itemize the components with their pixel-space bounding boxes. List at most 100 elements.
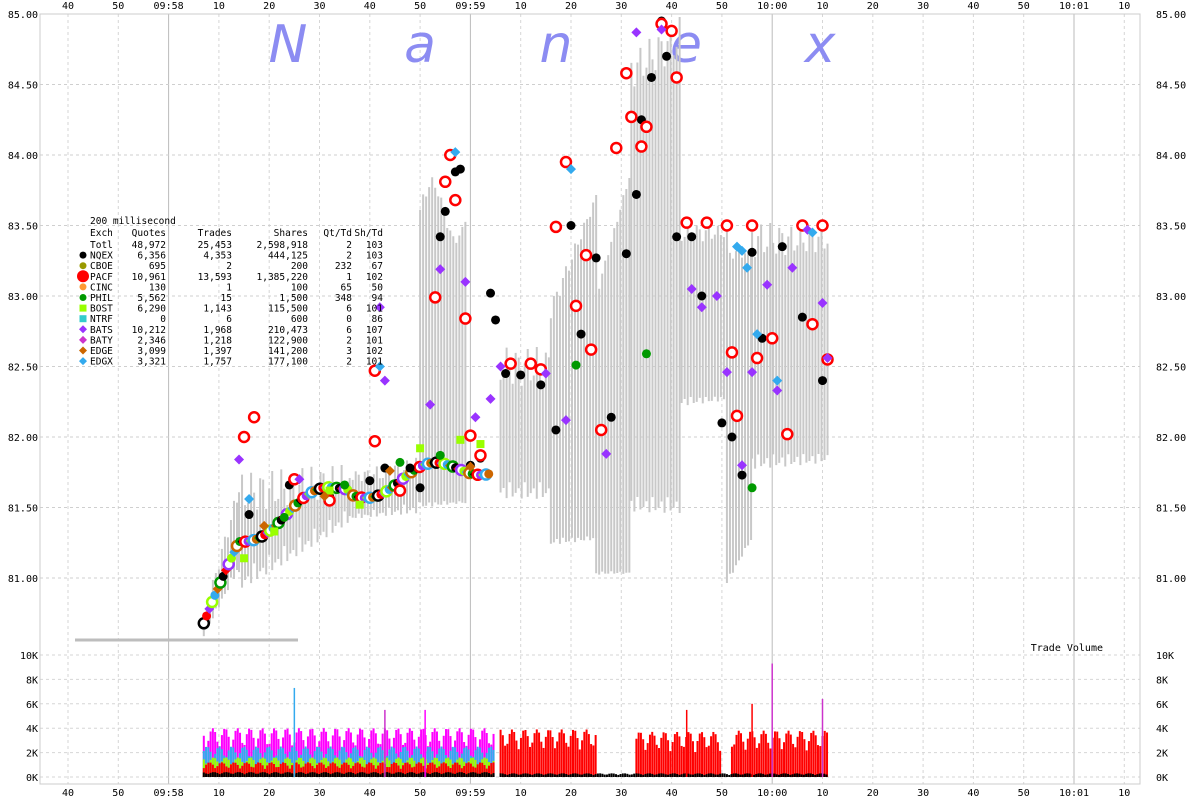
- y-tick-right: 82.50: [1156, 363, 1186, 374]
- legend-cell: 101: [366, 357, 383, 368]
- price-point-nqex: [818, 376, 827, 386]
- x-tick-top: 09:58: [154, 1, 184, 12]
- price-point-nqex: [727, 432, 737, 442]
- price-point: [202, 611, 212, 621]
- y-tick-left: 81.00: [8, 574, 38, 585]
- price-point-nqex: [551, 425, 561, 435]
- x-tick-bottom: 09:59: [455, 788, 485, 799]
- legend-cell: EDGE: [90, 346, 113, 357]
- x-tick-top: 30: [313, 1, 325, 12]
- price-point-pacf: [750, 351, 764, 365]
- legend-cell: PHIL: [90, 293, 113, 304]
- price-point-nqex: [491, 315, 501, 325]
- price-point-bats: [747, 367, 758, 378]
- price-point-pacf: [720, 219, 734, 232]
- spread-band: [75, 17, 829, 642]
- legend-cell: 2: [346, 240, 352, 251]
- price-point-bats: [379, 375, 390, 386]
- volume-tick-right: 0K: [1156, 773, 1168, 784]
- x-tick-top: 09:59: [455, 1, 485, 12]
- price-point-phil: [435, 450, 445, 460]
- price-point-edge: [319, 491, 330, 502]
- price-point-nqex: [606, 412, 616, 422]
- legend-cell: 25,453: [198, 240, 232, 251]
- legend-cell: 13,593: [198, 272, 232, 283]
- price-point-nqex: [566, 221, 576, 230]
- price-point-bats: [540, 368, 551, 379]
- price-point-bats: [425, 399, 436, 410]
- legend-cell: 6,356: [137, 251, 166, 262]
- volume-tick-right: 2K: [1156, 749, 1168, 760]
- price-point-pacf: [393, 484, 407, 497]
- price-point-pacf: [700, 216, 714, 229]
- legend-cell: 200: [291, 261, 308, 272]
- price-point-pacf: [816, 219, 829, 232]
- price-point-pacf: [439, 175, 452, 189]
- legend-cell: 107: [366, 325, 383, 336]
- volume-tick-left: 6K: [26, 700, 38, 711]
- price-point-edgx: [742, 262, 753, 273]
- price-point-edgx: [807, 227, 818, 238]
- x-tick-bottom: 09:58: [154, 788, 184, 799]
- price-point-nqex: [486, 288, 496, 298]
- x-tick-bottom: 30: [615, 788, 627, 799]
- volume-tick-right: 4K: [1156, 724, 1168, 735]
- price-point-bats: [787, 262, 798, 273]
- volume-title: Trade Volume: [1031, 643, 1103, 654]
- y-tick-right: 81.00: [1156, 574, 1186, 585]
- legend-cell: 232: [335, 261, 352, 272]
- price-point-nqex: [501, 369, 511, 379]
- price-point-nqex: [536, 380, 546, 390]
- x-tick-top: 20: [263, 1, 275, 12]
- legend-cell: 695: [149, 261, 166, 272]
- x-tick-bottom: 50: [414, 788, 426, 799]
- price-point-pacf: [745, 219, 759, 232]
- price-point-bats: [470, 412, 481, 423]
- x-tick-top: 40: [967, 1, 979, 12]
- price-point-bats: [711, 291, 722, 301]
- price-point-bats: [721, 367, 732, 378]
- volume-tick-left: 10K: [20, 651, 38, 662]
- y-tick-right: 83.00: [1156, 292, 1186, 303]
- legend-cell: PACF: [90, 272, 113, 283]
- legend-marker: [79, 304, 87, 312]
- legend-cell: 2,346: [137, 335, 166, 346]
- legend-header: Shares: [274, 228, 308, 239]
- legend-title: 200 millisecond: [90, 216, 176, 227]
- price-point-nqex: [687, 232, 697, 242]
- legend-cell: 1,385,220: [257, 272, 309, 283]
- legend-cell: 1: [346, 272, 352, 283]
- legend-cell: 48,972: [132, 240, 166, 251]
- price-point-pacf: [569, 299, 583, 313]
- price-point-nqex: [576, 329, 586, 339]
- legend-cell: 1,143: [203, 304, 232, 315]
- y-tick-left: 84.00: [8, 151, 38, 162]
- x-tick-top: 20: [565, 1, 577, 12]
- price-point-edgx: [566, 164, 576, 175]
- watermark-letter: n: [540, 15, 573, 75]
- x-tick-top: 30: [917, 1, 929, 12]
- legend-cell: 2: [346, 251, 352, 262]
- x-tick-bottom: 10: [1118, 788, 1130, 799]
- price-point-nqex: [440, 206, 450, 216]
- price-point-nqex: [405, 463, 415, 473]
- price-point-phil: [395, 457, 405, 467]
- price-point-nqex: [662, 51, 672, 61]
- legend-cell: 100: [291, 282, 308, 293]
- y-tick-left: 82.00: [8, 433, 38, 444]
- price-point-pacf: [559, 155, 573, 169]
- legend-cell: 6: [226, 314, 232, 325]
- legend-cell: 210,473: [268, 325, 308, 336]
- x-tick-bottom: 50: [112, 788, 124, 799]
- price-point-nqex: [737, 470, 747, 480]
- price-point-bost: [416, 444, 425, 453]
- price-point-pacf: [459, 312, 472, 325]
- price-point-bost: [456, 435, 465, 444]
- x-tick-bottom: 30: [313, 788, 325, 799]
- x-tick-bottom: 30: [917, 788, 929, 799]
- legend-cell: 101: [366, 335, 383, 346]
